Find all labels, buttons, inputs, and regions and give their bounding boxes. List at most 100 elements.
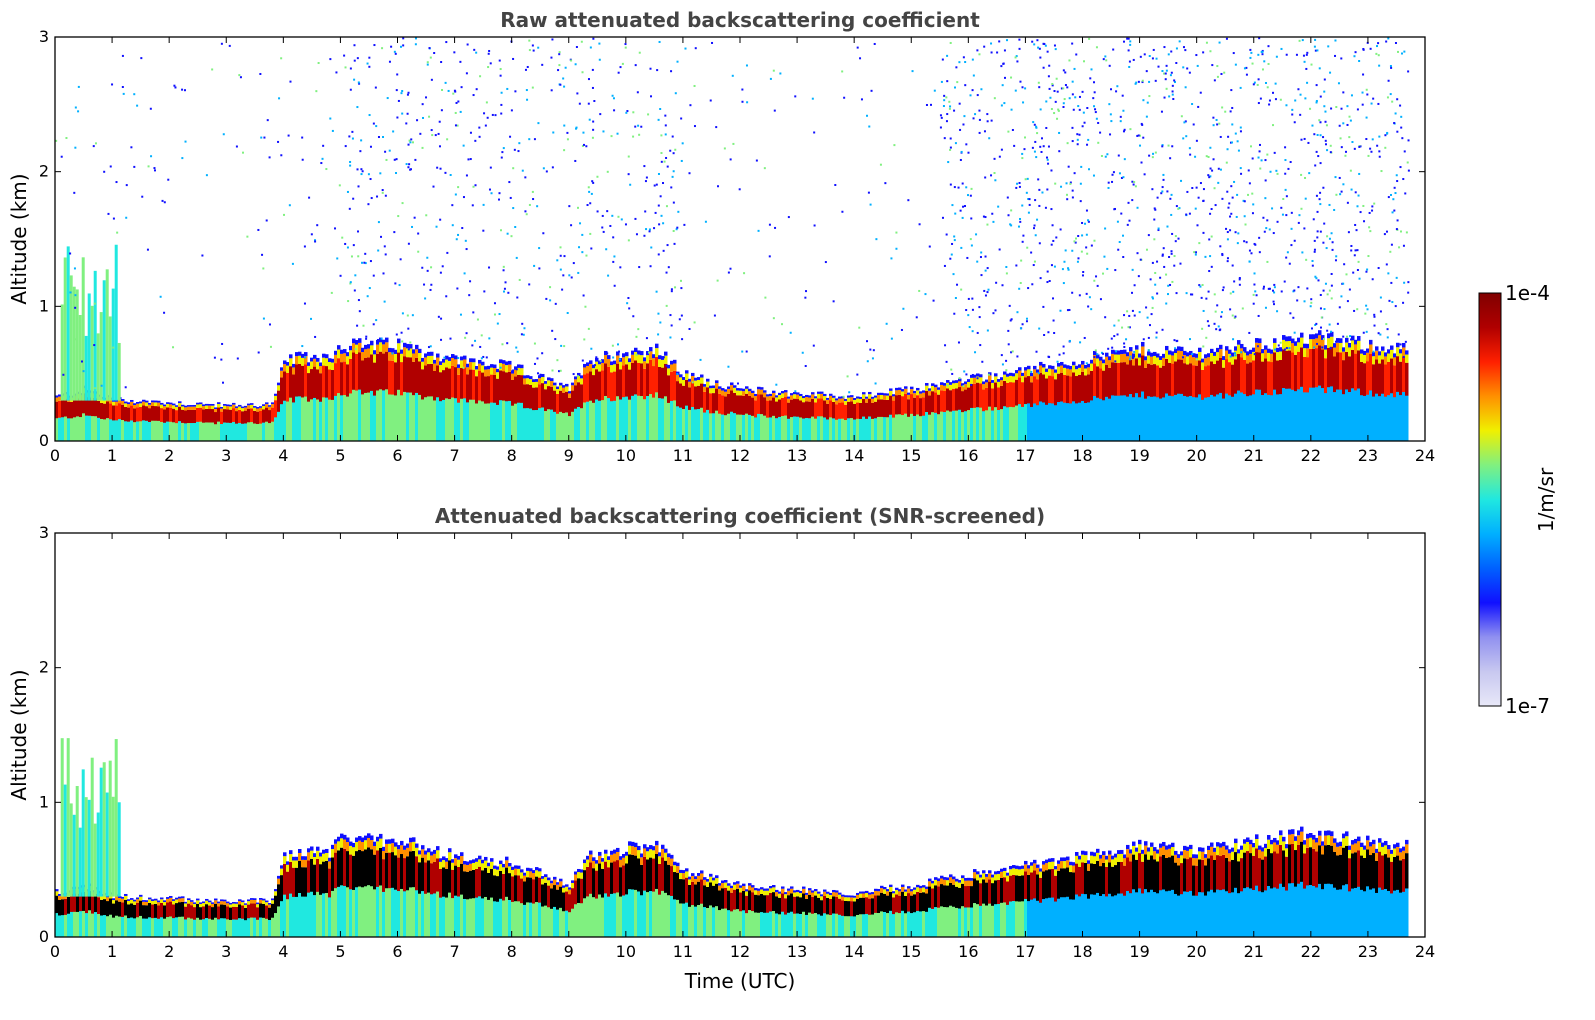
heatmap-column-edge <box>520 872 524 879</box>
heatmap-noise-pixel <box>1276 310 1279 313</box>
heatmap-column-layer <box>1384 364 1388 397</box>
heatmap-column-lower <box>481 386 485 441</box>
heatmap-noise-pixel <box>537 46 540 49</box>
heatmap-noise-pixel <box>866 340 869 343</box>
heatmap-noise-pixel <box>1125 338 1128 341</box>
heatmap-column-edge <box>388 352 392 361</box>
heatmap-column-layer <box>400 362 404 396</box>
heatmap-column-top <box>55 395 59 398</box>
heatmap-noise-pixel <box>1267 287 1270 290</box>
heatmap-noise-pixel <box>440 109 443 112</box>
heatmap-column-edge <box>1051 369 1055 377</box>
heatmap-column-layer <box>865 402 869 419</box>
heatmap-column-top <box>1228 349 1232 354</box>
heatmap-noise-pixel <box>1224 110 1227 113</box>
heatmap-noise-pixel <box>1122 256 1125 259</box>
heatmap-column-lower <box>274 408 278 441</box>
heatmap-column-lower <box>1102 385 1106 441</box>
x-tick-label: 16 <box>958 446 978 465</box>
heatmap-noise-pixel <box>1191 103 1194 106</box>
heatmap-noise-pixel <box>1161 254 1164 257</box>
heatmap-noise-pixel <box>1362 48 1365 51</box>
heatmap-noise-pixel <box>334 227 337 230</box>
heatmap-noise-pixel <box>69 252 72 255</box>
heatmap-noise-pixel <box>1209 175 1212 178</box>
heatmap-column-lower <box>1135 375 1139 441</box>
heatmap-noise-pixel <box>866 114 869 117</box>
heatmap-column-edge <box>796 394 800 400</box>
heatmap-noise-pixel <box>768 255 771 258</box>
heatmap-column-layer <box>724 396 728 416</box>
heatmap-noise-pixel <box>401 202 404 205</box>
heatmap-noise-pixel <box>1077 257 1080 260</box>
heatmap-noise-pixel <box>1399 230 1402 233</box>
heatmap-column-edge <box>256 904 260 908</box>
heatmap-noise-pixel <box>670 290 673 293</box>
heatmap-column-edge <box>220 901 224 905</box>
heatmap-column-layer <box>298 363 302 397</box>
heatmap-column-lower <box>799 408 803 441</box>
heatmap-column-layer <box>184 906 188 920</box>
heatmap-noise-pixel <box>549 299 552 302</box>
heatmap-column-lower <box>238 416 242 441</box>
heatmap-noise-pixel <box>1248 182 1251 185</box>
heatmap-noise-pixel <box>1217 181 1220 184</box>
heatmap-noise-pixel <box>349 164 352 167</box>
heatmap-noise-pixel <box>1238 283 1241 286</box>
heatmap-noise-pixel <box>1209 212 1212 215</box>
heatmap-column-top <box>322 353 326 358</box>
heatmap-column-lower <box>1015 392 1019 441</box>
heatmap-column-layer <box>565 391 569 413</box>
heatmap-noise-pixel <box>125 216 128 219</box>
heatmap-noise-pixel <box>958 377 961 380</box>
heatmap-noise-pixel <box>1051 224 1054 227</box>
heatmap-noise-pixel <box>1180 179 1183 182</box>
heatmap-noise-pixel <box>1377 42 1380 45</box>
heatmap-column-lower <box>685 392 689 441</box>
heatmap-noise-pixel <box>367 173 370 176</box>
heatmap-noise-pixel <box>591 136 594 139</box>
heatmap-noise-pixel <box>1122 130 1125 133</box>
heatmap-column-layer <box>832 401 836 419</box>
heatmap-column-layer <box>151 405 155 421</box>
heatmap-noise-pixel <box>561 288 564 291</box>
heatmap-column-layer <box>730 390 734 412</box>
heatmap-noise-pixel <box>503 287 506 290</box>
heatmap-noise-pixel <box>1330 272 1333 275</box>
heatmap-column-layer <box>88 397 92 416</box>
heatmap-column-top <box>400 840 404 846</box>
heatmap-noise-pixel <box>551 38 554 41</box>
heatmap-noise-pixel <box>344 66 347 69</box>
heatmap-noise-pixel <box>407 327 410 330</box>
heatmap-noise-pixel <box>1139 258 1142 261</box>
heatmap-noise-pixel <box>1226 238 1229 241</box>
heatmap-noise-pixel <box>397 215 400 218</box>
heatmap-column-edge <box>664 852 668 861</box>
heatmap-noise-pixel <box>617 71 620 74</box>
heatmap-column-lower <box>1363 379 1367 441</box>
heatmap-column-layer <box>556 393 560 414</box>
heatmap-noise-pixel <box>1311 259 1314 262</box>
heatmap-noise-pixel <box>1149 278 1152 281</box>
heatmap-column-edge <box>1024 370 1028 378</box>
heatmap-column-lower <box>55 904 59 937</box>
heatmap-column-lower <box>901 405 905 441</box>
heatmap-noise-pixel <box>469 158 472 161</box>
heatmap-column-layer <box>1132 365 1136 398</box>
heatmap-column-layer <box>124 406 128 422</box>
heatmap-column-layer <box>712 885 716 908</box>
heatmap-column-lower <box>649 874 653 937</box>
heatmap-column-edge <box>460 360 464 369</box>
heatmap-column-lower <box>442 882 446 937</box>
heatmap-column-edge <box>745 388 749 394</box>
heatmap-noise-pixel <box>907 199 910 202</box>
heatmap-column-top <box>421 845 425 850</box>
heatmap-column-layer <box>583 374 587 403</box>
heatmap-column-lower <box>1168 379 1172 441</box>
heatmap-column-edge <box>217 903 221 907</box>
heatmap-noise-pixel <box>1371 209 1374 212</box>
heatmap-noise-pixel <box>1213 79 1216 82</box>
heatmap-noise-pixel <box>1387 37 1390 40</box>
heatmap-noise-pixel <box>1155 331 1158 334</box>
heatmap-column-edge <box>718 885 722 891</box>
